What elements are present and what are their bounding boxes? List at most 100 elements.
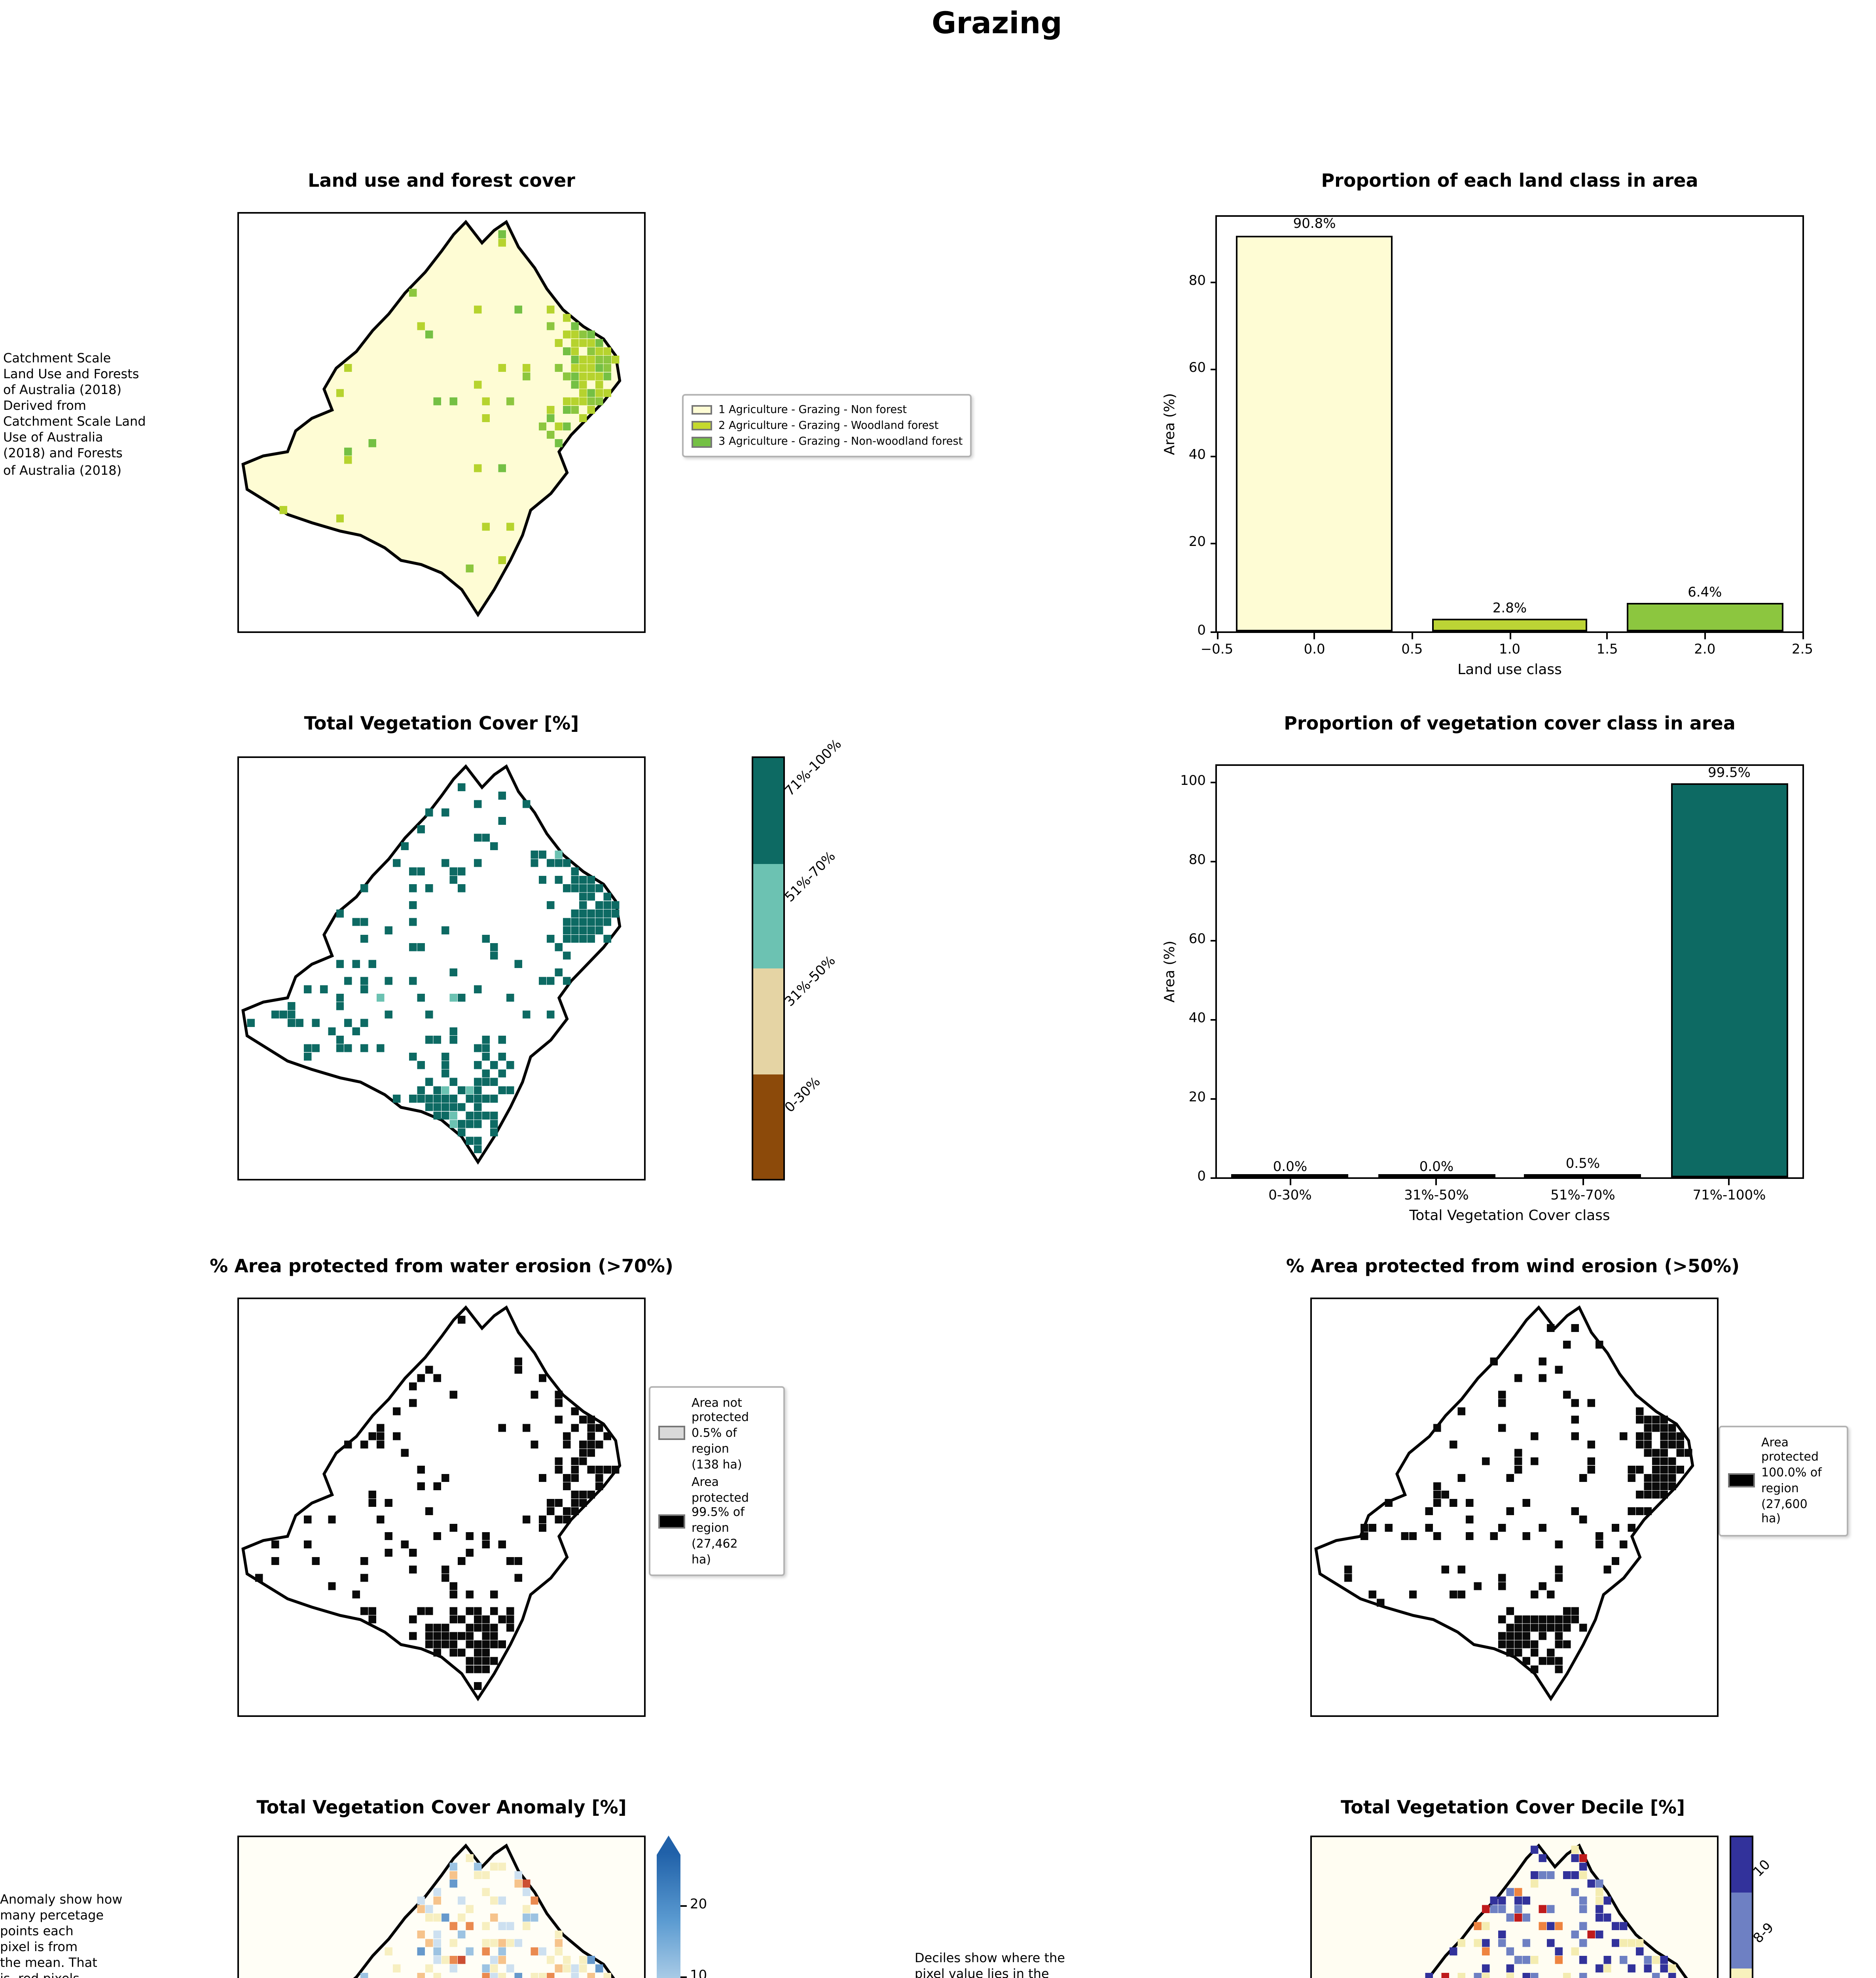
legend-swatch — [692, 437, 712, 448]
vegcover-colorbar: 71%-100% 51%-70% 31%-50% 0-30% — [752, 737, 845, 1180]
legend-item-label: 3 Agriculture - Grazing - Non-woodland f… — [718, 435, 963, 448]
colorbar-segment — [753, 1074, 783, 1179]
anomaly-gradient — [657, 1836, 680, 1978]
y-tick-label: 60 — [1188, 361, 1206, 377]
bar-value-label: 2.8% — [1492, 601, 1527, 617]
legend-swatch — [658, 1514, 685, 1528]
bar — [1627, 603, 1783, 631]
legend-item-label: Area protected 100.0% of region (27,600 … — [1761, 1434, 1822, 1526]
legend-item: 1 Agriculture - Grazing - Non forest — [692, 403, 963, 417]
wind-erosion-map-canvas — [1314, 1305, 1694, 1701]
y-tick-label: 40 — [1188, 1010, 1206, 1026]
legend-item: 2 Agriculture - Grazing - Woodland fores… — [692, 419, 963, 433]
colorbar-segment — [1731, 1969, 1752, 1978]
y-tick-label: 100 — [1180, 773, 1206, 789]
colorbar-segment-label: 8-9 — [1751, 1921, 1778, 1948]
y-tick — [1210, 860, 1217, 862]
bar — [1431, 619, 1588, 631]
legend-item: Area protected 100.0% of region (27,600 … — [1728, 1434, 1839, 1527]
vegcover-map — [237, 756, 646, 1180]
colorbar-segment-label: 0-30% — [782, 1074, 824, 1116]
bar — [1671, 784, 1788, 1177]
bar-value-label: 0.0% — [1419, 1159, 1454, 1175]
bar-value-label: 99.5% — [1707, 765, 1751, 781]
legend-swatch — [692, 421, 712, 431]
water-erosion-map-canvas — [241, 1305, 622, 1701]
water-erosion-legend: Area not protected 0.5% of region (138 h… — [649, 1386, 785, 1576]
landuse-legend: 1 Agriculture - Grazing - Non forest 2 Ag… — [682, 394, 972, 458]
y-tick-label: 60 — [1188, 931, 1206, 947]
colorbar-segment-label: 10 — [1751, 1857, 1774, 1881]
x-tick — [1411, 631, 1413, 638]
y-tick — [1210, 1018, 1217, 1020]
bar — [1378, 1174, 1495, 1177]
x-tick — [1289, 1177, 1291, 1184]
landclass-bar-chart: 0 20 40 60 80 −0.5 0.0 0.5 1.0 1.5 2.0 2.5 90.8% 2.8%… — [1189, 215, 1813, 658]
colorbar-tick — [680, 1904, 686, 1906]
bar — [1236, 235, 1393, 631]
decile-map — [1310, 1836, 1719, 1978]
colorbar-tick-label: 20 — [690, 1897, 707, 1912]
y-tick — [1210, 543, 1217, 545]
anomaly-map-title: Total Vegetation Cover Anomaly [%] — [256, 1796, 627, 1818]
x-tick — [1606, 631, 1608, 638]
y-tick-label: 40 — [1188, 448, 1206, 464]
x-tick-label: 1.5 — [1596, 642, 1618, 658]
bar — [1232, 1174, 1349, 1177]
landuse-map-canvas — [241, 220, 622, 618]
legend-item-label: 2 Agriculture - Grazing - Woodland fores… — [718, 419, 939, 432]
landuse-side-note: Catchment Scale Land Use and Forests of … — [3, 351, 146, 477]
x-tick — [1704, 631, 1706, 638]
x-tick — [1728, 1177, 1730, 1184]
vegclass-chart-ylabel: Area (%) — [1163, 940, 1179, 1003]
x-tick — [1436, 1177, 1437, 1184]
legend-item: 3 Agriculture - Grazing - Non-woodland f… — [692, 436, 963, 449]
y-tick — [1210, 631, 1217, 632]
colorbar-segment-label: 71%-100% — [782, 737, 846, 800]
landuse-map-title: Land use and forest cover — [308, 169, 575, 191]
bar-value-label: 0.5% — [1565, 1157, 1600, 1173]
landclass-chart-title: Proportion of each land class in area — [1321, 169, 1698, 191]
legend-swatch — [658, 1426, 685, 1441]
bar-value-label: 0.0% — [1273, 1159, 1308, 1175]
x-tick-label: 0.0 — [1304, 642, 1325, 658]
landuse-map — [237, 212, 646, 633]
x-tick-label: 2.5 — [1791, 642, 1813, 658]
colorbar-segment — [1731, 1837, 1752, 1893]
legend-item-label: Area protected 99.5% of region (27,462 h… — [692, 1474, 749, 1566]
y-tick — [1210, 1177, 1217, 1178]
legend-swatch — [1728, 1474, 1755, 1488]
bar — [1524, 1174, 1641, 1177]
legend-item: Area not protected 0.5% of region (138 h… — [658, 1395, 775, 1472]
landclass-chart-ylabel: Area (%) — [1163, 393, 1179, 455]
decile-map-title: Total Vegetation Cover Decile [%] — [1340, 1796, 1685, 1818]
x-tick — [1313, 631, 1315, 638]
y-tick-label: 80 — [1188, 852, 1206, 868]
colorbar-segment — [753, 863, 783, 968]
x-tick-label: 71%-100% — [1692, 1188, 1766, 1204]
colorbar-tick — [680, 1976, 686, 1978]
anomaly-map-canvas — [353, 1843, 615, 1978]
x-tick — [1509, 631, 1510, 638]
x-tick-label: 0.5 — [1401, 642, 1423, 658]
colorbar-segment-label: 51%-70% — [782, 848, 839, 906]
anomaly-map — [237, 1836, 646, 1978]
wind-erosion-title: % Area protected from wind erosion (>50%… — [1286, 1255, 1740, 1277]
anomaly-side-note: Anomaly show how many percetage points e… — [0, 1893, 123, 1978]
y-tick-label: 20 — [1188, 535, 1206, 551]
wind-erosion-legend: Area protected 100.0% of region (27,600 … — [1719, 1426, 1848, 1536]
landclass-chart-xlabel: Land use class — [1457, 663, 1562, 679]
x-tick-label: 0-30% — [1268, 1188, 1312, 1204]
vegclass-chart-xlabel: Total Vegetation Cover class — [1409, 1209, 1610, 1225]
x-tick — [1216, 631, 1218, 638]
x-tick — [1582, 1177, 1584, 1184]
vegclass-chart-title: Proportion of vegetation cover class in … — [1284, 712, 1736, 734]
x-tick — [1802, 631, 1803, 638]
decile-colorbar: 108-94-72-31 — [1730, 1836, 1777, 1978]
decile-side-note: Deciles show where the pixel value lies … — [915, 1951, 1065, 1978]
bar-value-label: 90.8% — [1293, 217, 1336, 233]
wind-erosion-map — [1310, 1298, 1719, 1717]
legend-item-label: Area not protected 0.5% of region (138 h… — [692, 1395, 749, 1471]
colorbar-segment-label: 31%-50% — [782, 953, 839, 1011]
